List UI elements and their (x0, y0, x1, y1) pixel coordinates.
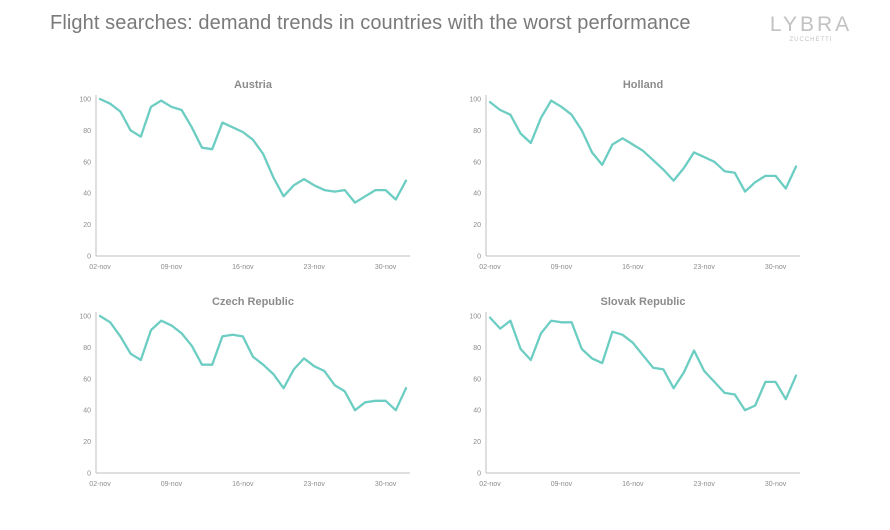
series-line (488, 316, 798, 412)
y-tick-label: 100 (469, 97, 481, 104)
x-tick-label: 09-nov (551, 264, 573, 271)
x-tick-label: 02-nov (479, 264, 501, 271)
y-tick-label: 60 (83, 159, 91, 166)
y-tick-label: 100 (469, 314, 481, 321)
x-tick-label: 23-nov (303, 481, 325, 488)
x-tick-label: 02-nov (89, 264, 111, 271)
chart-title: Slovak Republic (601, 296, 686, 308)
x-tick-label: 30-nov (375, 481, 397, 488)
series-line (98, 97, 408, 204)
page-title: Flight searches: demand trends in countr… (50, 12, 691, 34)
chart-slovak-republic: Slovak Republic 0 20 40 60 80 100 02-nov 09-nov 1… (469, 296, 800, 488)
y-tick-label: 40 (83, 191, 91, 198)
x-tick-label: 16-nov (622, 264, 644, 271)
y-tick-label: 20 (83, 222, 91, 229)
y-tick-label: 80 (83, 128, 91, 135)
x-tick-label: 23-nov (693, 481, 715, 488)
x-tick-label: 16-nov (622, 481, 644, 488)
logo-subtitle: ZUCCHETTI (789, 37, 833, 43)
y-tick-label: 60 (473, 376, 481, 383)
y-tick-label: 100 (79, 97, 91, 104)
y-tick-label: 20 (83, 439, 91, 446)
x-tick-label: 30-nov (375, 264, 397, 271)
x-tick-label: 09-nov (161, 264, 183, 271)
x-tick-label: 16-nov (232, 264, 254, 271)
x-tick-label: 09-nov (551, 481, 573, 488)
y-tick-label: 20 (473, 222, 481, 229)
brand-logo: LYBRA ZUCCHETTI (768, 14, 854, 48)
x-tick-label: 02-nov (479, 481, 501, 488)
y-tick-label: 100 (79, 314, 91, 321)
x-tick-label: 23-nov (303, 264, 325, 271)
x-tick-label: 23-nov (693, 264, 715, 271)
x-tick-label: 16-nov (232, 481, 254, 488)
series-line (98, 314, 408, 412)
chart-title: Czech Republic (212, 296, 294, 308)
y-tick-label: 20 (473, 439, 481, 446)
chart-austria: Austria 0 20 40 60 80 100 02-nov 09-nov 16-nov 23-… (79, 79, 410, 271)
y-tick-label: 0 (477, 254, 481, 261)
y-tick-label: 0 (87, 471, 91, 478)
y-tick-label: 40 (473, 408, 481, 415)
x-tick-label: 02-nov (89, 481, 111, 488)
chart-title: Austria (234, 79, 273, 91)
y-tick-label: 0 (477, 471, 481, 478)
x-tick-label: 09-nov (161, 481, 183, 488)
y-tick-label: 60 (83, 376, 91, 383)
y-tick-label: 40 (473, 191, 481, 198)
chart-czech-republic: Czech Republic 0 20 40 60 80 100 02-nov 09-nov 16… (79, 296, 410, 488)
y-tick-label: 40 (83, 408, 91, 415)
x-tick-label: 30-nov (765, 264, 787, 271)
y-tick-label: 80 (83, 345, 91, 352)
y-tick-label: 60 (473, 159, 481, 166)
logo-wordmark: LYBRA (769, 13, 853, 36)
series-line (488, 99, 798, 193)
y-tick-label: 80 (473, 128, 481, 135)
x-tick-label: 30-nov (765, 481, 787, 488)
chart-title: Holland (623, 79, 663, 91)
y-tick-label: 80 (473, 345, 481, 352)
chart-holland: Holland 0 20 40 60 80 100 02-nov 09-nov 16-nov 23-… (469, 79, 800, 271)
y-tick-label: 0 (87, 254, 91, 261)
